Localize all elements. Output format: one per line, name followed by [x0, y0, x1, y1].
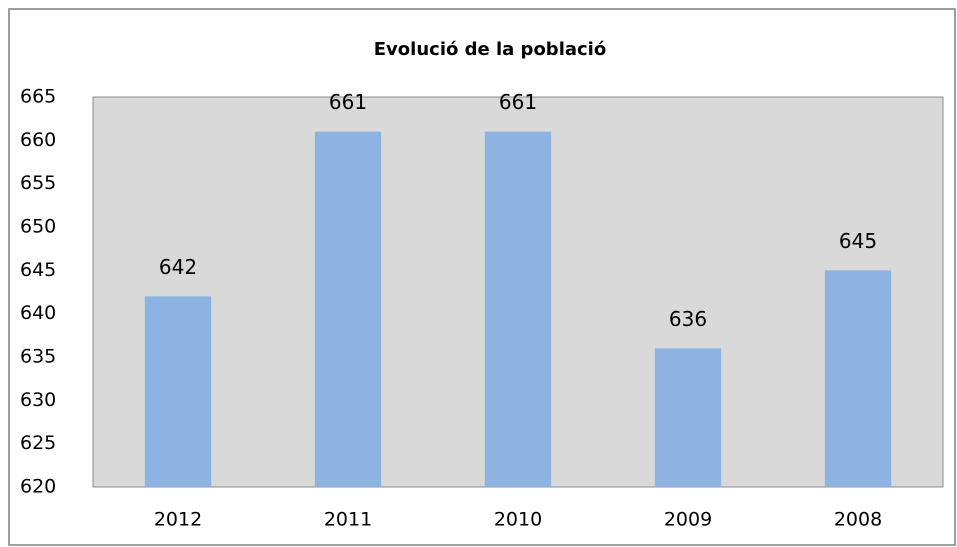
y-tick-label: 645	[20, 259, 56, 281]
y-tick-label: 630	[20, 389, 56, 411]
data-label: 645	[839, 229, 877, 253]
bar	[314, 131, 382, 487]
bar	[824, 270, 892, 487]
x-tick-label: 2012	[154, 509, 202, 531]
y-tick-label: 665	[20, 86, 56, 108]
x-tick-label: 2010	[494, 509, 542, 531]
bar	[144, 296, 212, 487]
chart-title: Evolució de la població	[374, 39, 606, 60]
data-label: 661	[329, 90, 367, 114]
y-tick-label: 660	[20, 129, 56, 151]
x-tick-label: 2009	[664, 509, 712, 531]
y-tick-label: 650	[20, 216, 56, 238]
bar	[654, 348, 722, 487]
y-tick-label: 625	[20, 432, 56, 454]
y-tick-label: 655	[20, 172, 56, 194]
y-tick-label: 620	[20, 476, 56, 498]
data-label: 636	[669, 307, 707, 331]
x-tick-label: 2011	[324, 509, 372, 531]
data-label: 642	[159, 255, 197, 279]
y-tick-label: 635	[20, 346, 56, 368]
x-tick-label: 2008	[834, 509, 882, 531]
data-label: 661	[499, 90, 537, 114]
y-tick-label: 640	[20, 302, 56, 324]
bar	[484, 131, 552, 487]
